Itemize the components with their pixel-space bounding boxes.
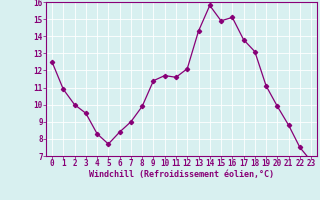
X-axis label: Windchill (Refroidissement éolien,°C): Windchill (Refroidissement éolien,°C) <box>89 170 274 179</box>
